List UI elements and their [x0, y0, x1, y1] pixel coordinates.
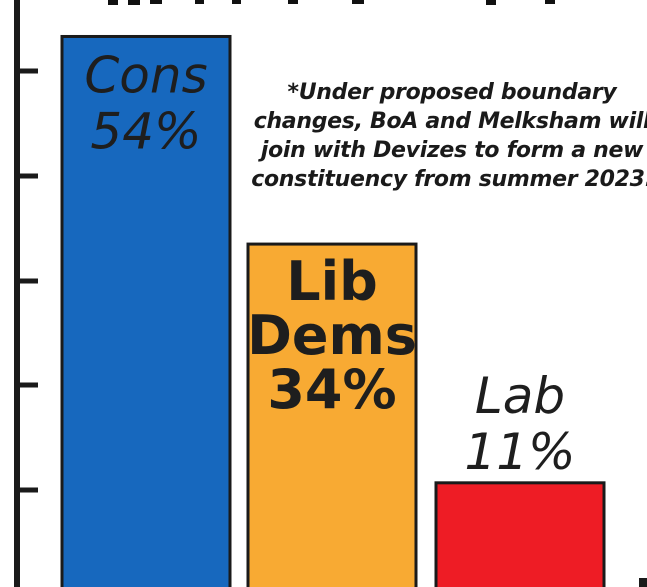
- bar-lab: [434, 481, 606, 587]
- bar-cons: [60, 34, 232, 587]
- data-label: Cons: [84, 46, 207, 104]
- boundary-note: *Under proposed boundary changes, BoA an…: [246, 78, 647, 194]
- axis-fragment: [639, 578, 647, 587]
- data-label: 11%: [464, 423, 575, 481]
- note-line-3: join with Devizes to form a new: [260, 138, 644, 163]
- note-line-2: changes, BoA and Melksham will: [253, 109, 647, 134]
- bar-lib-dems: [246, 242, 418, 587]
- data-label: 54%: [90, 102, 201, 160]
- data-label: 34%: [267, 358, 396, 421]
- note-line-4: constituency from summer 2023.: [251, 167, 647, 192]
- note-line-1: *Under proposed boundary: [287, 80, 617, 105]
- cropped-title-fragment: [108, 0, 555, 5]
- y-axis: [14, 0, 647, 587]
- data-label: Lab: [475, 367, 565, 425]
- bars: [60, 34, 606, 587]
- data-label: Dems: [247, 304, 417, 367]
- data-label: Lib: [286, 250, 378, 313]
